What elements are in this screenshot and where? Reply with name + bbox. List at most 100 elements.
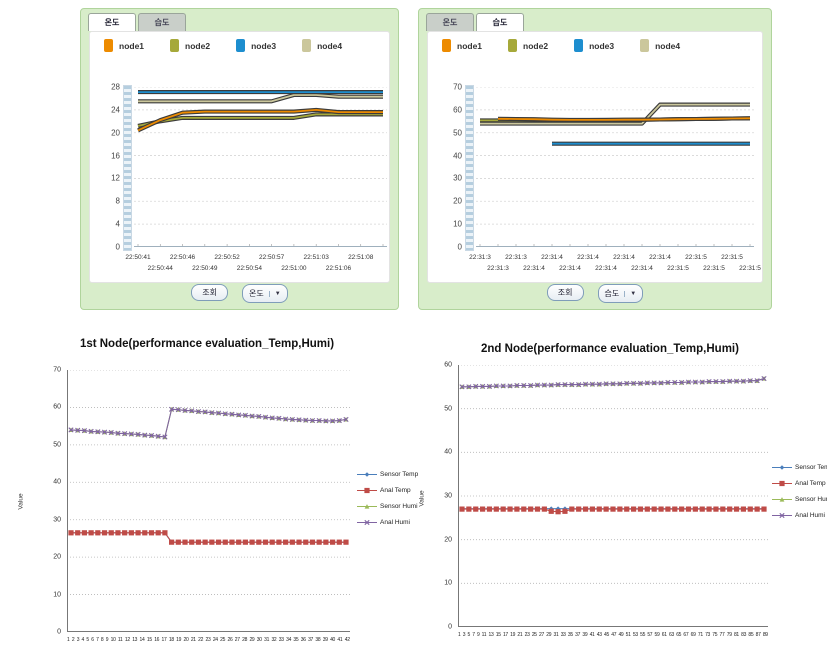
x-tick-label: 37: [308, 637, 314, 643]
x-tick-label: 19: [510, 632, 516, 638]
legend-label: node1: [457, 40, 483, 51]
x-tick-label: 55: [640, 632, 646, 638]
legend-swatch: [442, 39, 451, 52]
x-tick-label: 21: [190, 637, 196, 643]
x-tick-label: 27: [234, 637, 240, 643]
x-tick-label: 22:31:4: [541, 254, 563, 261]
x-tick-label: 41: [337, 637, 343, 643]
x-tick-label: 22:31:3: [469, 254, 491, 261]
x-tick-label: 9: [476, 632, 480, 638]
legend-label: Sensor Humi: [380, 503, 418, 510]
y-tick-label: 0: [115, 242, 120, 252]
query-button[interactable]: 조회: [191, 284, 229, 301]
legend-item: Sensor Humi: [357, 502, 418, 511]
tab-temperature[interactable]: 온도: [88, 13, 136, 31]
first-node-chart: 1st Node(performance evaluation_Temp,Hum…: [5, 330, 420, 655]
x-tick-label: 35: [567, 632, 573, 638]
x-tick-label: 49: [618, 632, 624, 638]
x-tick-label: 30: [256, 637, 262, 643]
node-legend: node1 node2 node3 node4: [442, 39, 680, 52]
tab-humidity[interactable]: 습도: [476, 13, 524, 31]
x-tick-label: 22:31:4: [613, 254, 635, 261]
x-tick-label: 22:51:08: [348, 254, 374, 261]
x-tick-label: 23: [205, 637, 211, 643]
measure-dropdown[interactable]: 습도 ▼: [597, 284, 644, 303]
x-tick-label: 17: [502, 632, 508, 638]
dropdown-label: 온도: [249, 289, 264, 298]
x-tick-label: 32: [271, 637, 277, 643]
x-tick-label: 22:31:4: [631, 265, 653, 272]
x-tick-label: 37: [575, 632, 581, 638]
y-tick-label: 10: [453, 219, 462, 229]
dropdown-label: 습도: [604, 289, 620, 298]
x-tick-label: 22:31:3: [487, 265, 509, 272]
x-tick-label: 2: [71, 637, 75, 643]
chart-card: node1 node2 node3 node4 0 10 20 30 40 50 60 70 22:…: [427, 31, 763, 283]
node-legend: node1 node2 node3 node4: [104, 39, 342, 52]
x-tick-label: 10: [110, 637, 116, 643]
x-axis-labels: 22:50:41 22:50:46 22:50:52 22:50:57 22:51:03…: [125, 252, 387, 278]
legend-item: node2: [508, 39, 548, 52]
legend-item: Anal Temp: [772, 479, 827, 488]
x-tick-label: 7: [96, 637, 99, 643]
second-node-chart: 2nd Node(performance evaluation_Temp,Hum…: [419, 330, 827, 655]
y-tick-label: 30: [444, 492, 452, 500]
x-tick-label: 22:31:3: [505, 254, 527, 261]
x-tick-label: 1: [67, 637, 70, 643]
x-tick-label: 28: [242, 637, 248, 643]
legend-marker-icon: [357, 504, 377, 509]
y-tick-label: 8: [115, 196, 120, 206]
y-tick-label: 70: [53, 366, 61, 374]
y-tick-label: 50: [444, 405, 452, 413]
x-tick-label: 1: [458, 632, 461, 638]
legend-marker-icon: [357, 519, 377, 526]
x-tick-label: 25: [531, 632, 537, 638]
legend-item: node1: [104, 39, 144, 52]
tab-temperature[interactable]: 온도: [426, 13, 474, 31]
y-tick-label: 70: [453, 82, 462, 92]
x-tick-label: 75: [712, 632, 718, 638]
legend-label: node3: [589, 40, 615, 51]
x-tick-label: 36: [300, 637, 306, 643]
button-row: 조회 온도 ▼: [81, 284, 398, 303]
measure-dropdown[interactable]: 온도 ▼: [242, 284, 288, 303]
x-tick-label: 22:50:57: [258, 254, 285, 261]
button-row: 조회 습도 ▼: [419, 284, 771, 303]
query-button[interactable]: 조회: [546, 284, 584, 301]
legend-item: node3: [574, 39, 614, 52]
x-tick-label: 22:51:00: [281, 265, 307, 272]
x-tick-label: 5: [467, 632, 470, 638]
x-tick-label: 12: [124, 637, 130, 643]
x-tick-label: 22:31:5: [685, 254, 707, 261]
chevron-down-icon: ▼: [268, 290, 281, 297]
x-tick-label: 9: [105, 637, 109, 643]
x-tick-label: 31: [553, 632, 559, 638]
x-tick-label: 57: [647, 632, 653, 638]
x-tick-label: 73: [705, 632, 711, 638]
x-tick-label: 22:31:4: [523, 265, 545, 272]
x-axis-labels: 22:31:3 22:31:3 22:31:4 22:31:4 22:31:4 22:31…: [469, 252, 761, 278]
tab-humidity[interactable]: 습도: [138, 13, 186, 31]
y-tick-label: 10: [444, 579, 452, 587]
y-tick-label: 20: [111, 128, 120, 138]
x-tick-label: 39: [582, 632, 588, 638]
legend-label: node1: [119, 40, 145, 51]
x-tick-label: 27: [539, 632, 545, 638]
legend-item: Sensor Temp: [357, 470, 418, 479]
x-tick-label: 16: [154, 637, 160, 643]
series-legend: Sensor Temp Anal Temp Sensor Humi Anal Humi: [357, 470, 418, 527]
x-tick-label: 22:51:03: [303, 254, 329, 261]
x-tick-label: 61: [661, 632, 667, 638]
y-axis-slider[interactable]: [123, 85, 132, 251]
tab-bar: 온도 습도: [426, 13, 524, 31]
legend-label: Anal Temp: [795, 480, 826, 487]
temperature-line-chart: [134, 86, 387, 247]
legend-label: node4: [317, 40, 343, 51]
x-tick-label: 17: [161, 637, 167, 643]
y-tick-label: 12: [111, 173, 120, 183]
x-tick-label: 15: [495, 632, 501, 638]
legend-marker-icon: [357, 487, 377, 494]
y-axis-slider[interactable]: [465, 85, 474, 251]
x-tick-label: 29: [546, 632, 552, 638]
y-tick-label: 30: [53, 516, 61, 524]
